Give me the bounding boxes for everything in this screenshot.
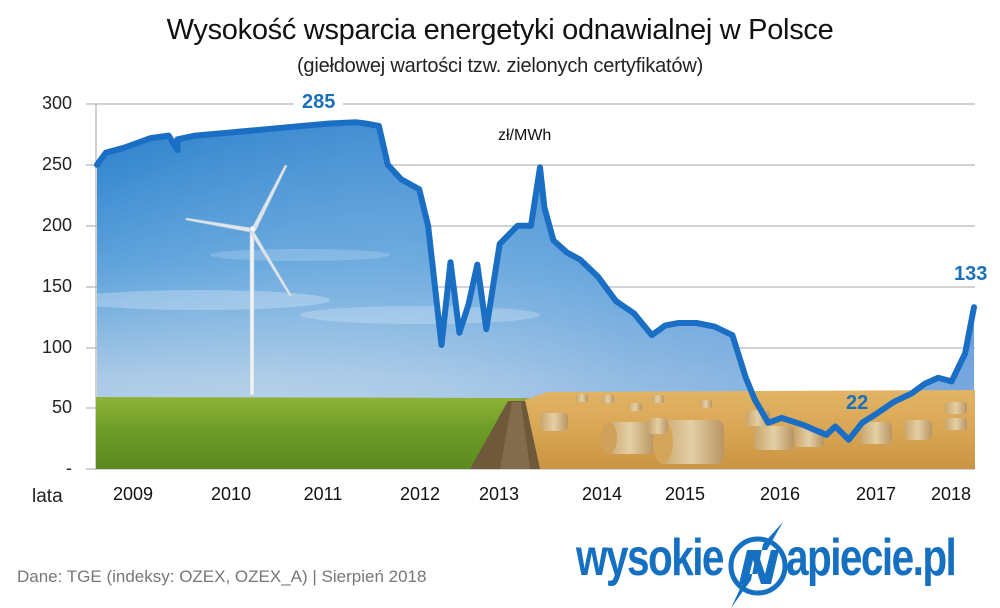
x-tick-2014: 2014 xyxy=(581,484,623,504)
logo-text-right: apiecie.pl xyxy=(786,529,957,587)
x-tick-2010: 2010 xyxy=(210,484,252,504)
y-tick-150: 150 xyxy=(41,276,72,296)
chart-title: Wysokość wsparcia energetyki odnawialnej… xyxy=(166,14,834,46)
y-tick-50: 50 xyxy=(51,397,72,417)
data-source-note: Dane: TGE (indeksy: OZEX, OZEX_A) | Sier… xyxy=(17,567,427,586)
chart-subtitle: (giełdowej wartości tzw. zielonych certy… xyxy=(296,55,704,77)
y-tick-100: 100 xyxy=(41,337,72,357)
x-tick-2009: 2009 xyxy=(112,484,154,504)
x-tick-2011: 2011 xyxy=(303,484,343,504)
x-axis-label: lata xyxy=(32,486,63,507)
x-tick-2017: 2017 xyxy=(855,484,897,504)
y-tick-300: 300 xyxy=(41,93,72,113)
unit-label: zł/MWh xyxy=(498,127,552,144)
y-tick-200: 200 xyxy=(41,215,72,235)
latest-value-label: 133 xyxy=(954,263,988,285)
logo-text-left: wysokie xyxy=(576,529,724,587)
x-tick-2015: 2015 xyxy=(664,484,706,504)
data-line xyxy=(94,119,977,443)
lightning-n-circle-icon xyxy=(728,522,788,608)
y-tick-0: - xyxy=(66,458,72,478)
wind-turbine xyxy=(185,164,293,396)
landscape-ground xyxy=(96,390,975,469)
logo[interactable]: wysokie apiecie.pl xyxy=(576,520,996,608)
x-tick-2018: 2018 xyxy=(930,484,972,504)
max-value-label: 285 xyxy=(294,91,344,114)
x-tick-2016: 2016 xyxy=(759,484,801,504)
x-tick-2013: 2013 xyxy=(478,484,520,504)
x-tick-2012: 2012 xyxy=(399,484,441,504)
min-value-label: 22 xyxy=(846,392,869,414)
y-tick-250: 250 xyxy=(41,154,72,174)
